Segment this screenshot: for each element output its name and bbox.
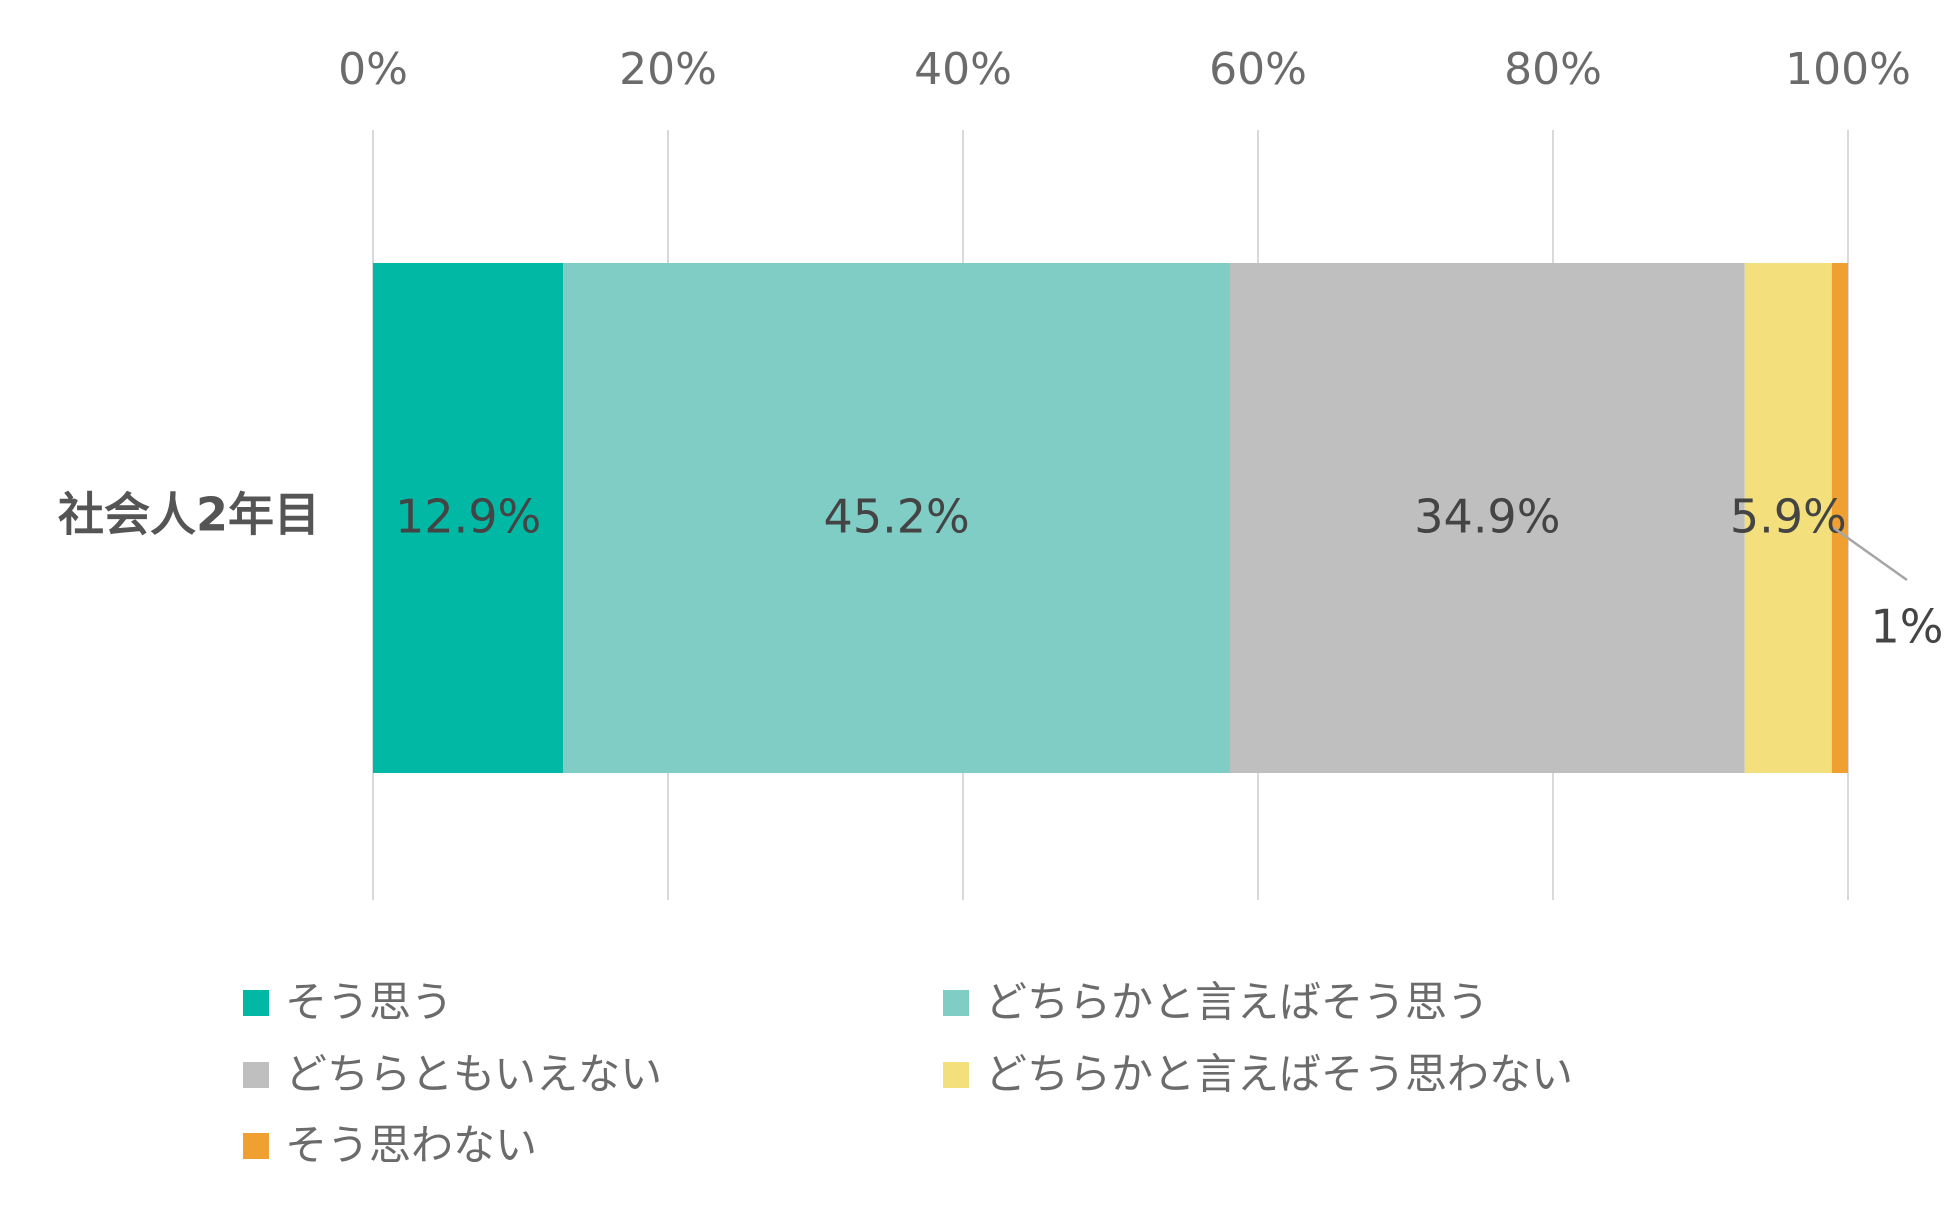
legend-item-2: どちらともいえない [243,1050,662,1099]
legend-swatch-1 [943,990,969,1016]
data-label-2: 34.9% [1414,490,1560,544]
legend-swatch-4 [243,1133,269,1159]
legend-label-1: どちらかと言えばそう思う [985,978,1489,1027]
bar-segments [373,263,1848,773]
legend-swatch-0 [243,990,269,1016]
legend-label-0: そう思う [285,978,453,1027]
bar-segment-2 [1229,263,1745,773]
data-label-4: 1% [1871,600,1944,654]
x-tick-label-40: 40% [914,44,1012,95]
x-tick-label-0: 0% [338,44,408,95]
bar-segment-0 [373,263,564,773]
y-axis-categories: 社会人2年目 [58,488,320,542]
legend-item-1: どちらかと言えばそう思う [943,978,1489,1027]
legend-swatch-2 [243,1062,269,1088]
leader-line-4 [1833,526,1908,582]
bar-segment-3 [1744,263,1832,773]
category-label: 社会人2年目 [58,488,320,542]
data-label-1: 45.2% [824,490,970,544]
legend-item-0: そう思う [243,978,453,1027]
legend-item-4: そう思わない [243,1121,537,1170]
data-label-3: 5.9% [1730,490,1847,544]
bar-segment-4 [1831,263,1848,773]
x-tick-label-20: 20% [619,44,717,95]
x-tick-label-100: 100% [1785,44,1911,95]
x-tick-label-80: 80% [1504,44,1602,95]
data-label-0: 12.9% [395,490,541,544]
x-tick-label-60: 60% [1209,44,1307,95]
legend-label-4: そう思わない [285,1121,537,1170]
legend-swatch-3 [943,1062,969,1088]
data-labels: 12.9% 45.2% 34.9% 5.9% 1% [395,490,1943,654]
legend-label-2: どちらともいえない [285,1050,662,1099]
legend-item-3: どちらかと言えばそう思わない [943,1050,1573,1099]
x-axis-ticks: 0% 20% 40% 60% 80% 100% [338,44,1911,95]
legend-label-3: どちらかと言えばそう思わない [985,1050,1573,1099]
bar-segment-1 [563,263,1230,773]
